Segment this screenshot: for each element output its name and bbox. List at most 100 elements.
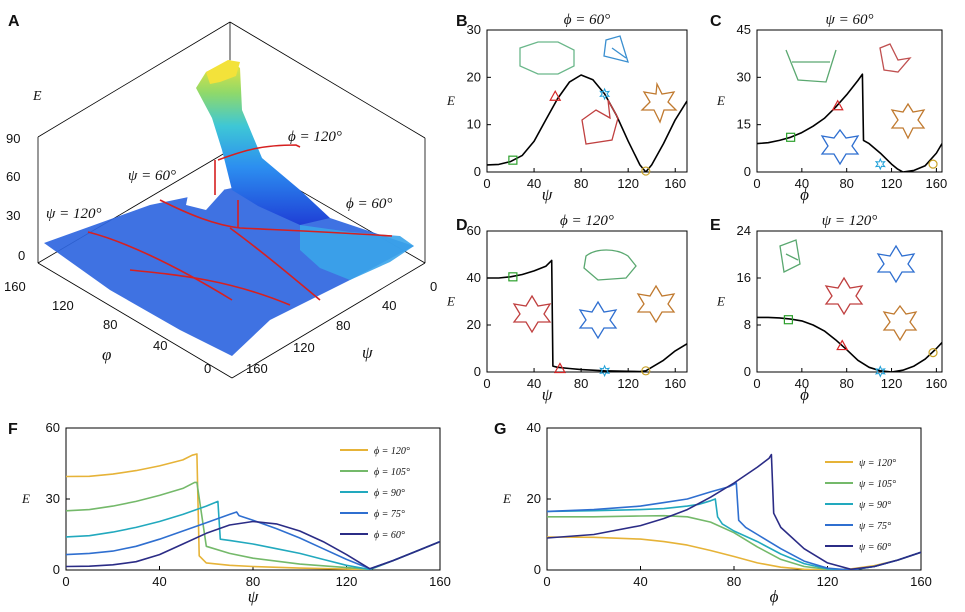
panel-e-marker-triangle	[836, 339, 849, 351]
panel-b-title: ϕ = 60°	[564, 12, 610, 28]
panel-b: 0 40 80 120 160 0 10 20 30 ψ Eϕ = 60° B	[446, 12, 688, 204]
panel-c-ytick-label: 0	[744, 164, 751, 179]
panel-b-ytick-label: 0	[474, 164, 481, 179]
panel-f-xtick-label: 120	[336, 574, 358, 589]
panel-d-ylabel: E	[446, 294, 455, 309]
panel-c-marker-triangle	[831, 99, 844, 111]
panel-f-label: F	[8, 421, 18, 438]
panel-c-xtick-label: 160	[926, 176, 948, 191]
axis-phi-a: 160 120 80 40 0 φ	[4, 279, 211, 376]
panel-e-ytick-label: 24	[737, 223, 751, 238]
panel-b-marker-star	[599, 87, 611, 101]
panel-e-ytick-label: 16	[737, 270, 751, 285]
surface-annotations: ψ = 120° ψ = 60° ϕ = 120° ϕ = 60°	[46, 129, 392, 222]
panel-e-title: ψ = 120°	[822, 213, 877, 229]
panel-f-legend-label-0: ϕ = 120°	[374, 446, 410, 457]
panel-d-marker-square	[508, 272, 518, 282]
panel-f-ylabel: E	[21, 491, 30, 506]
cup-structure-c	[785, 49, 837, 83]
panel-g-legend-label-0: ψ = 120°	[859, 458, 896, 469]
panel-e-label: E	[710, 217, 721, 234]
red-star-structure-e	[824, 276, 864, 316]
blue-star-structure-c	[820, 128, 860, 166]
panel-g-xtick-label: 0	[543, 574, 550, 589]
panel-f-xtick-label: 80	[246, 574, 260, 589]
panel-d-ytick-label: 40	[467, 270, 481, 285]
psi-tick-label-0: 0	[430, 279, 437, 294]
phi-tick-label-0: 0	[204, 361, 211, 376]
panel-b-marker-circle	[641, 166, 651, 176]
axis-z-a: 90 60 30 0 E	[6, 89, 42, 263]
psi-tick-label-80: 80	[336, 318, 350, 333]
panel-c-plot-area	[757, 73, 942, 172]
annotation-psi-60: ψ = 60°	[128, 168, 176, 184]
panel-g-xtick-label: 80	[727, 574, 741, 589]
panel-c-ytick-label: 45	[737, 22, 751, 37]
panel-d-xtick-label: 160	[664, 376, 686, 391]
panel-d-marker-circle	[641, 366, 651, 376]
panel-c-series-line	[757, 73, 942, 172]
panel-b-axes-box	[486, 29, 688, 173]
panel-f-xtick-label: 0	[62, 574, 69, 589]
panel-b-xtick-label: 120	[617, 176, 639, 191]
panel-g-legend-label-1: ψ = 105°	[859, 479, 896, 490]
panel-d-label: D	[456, 217, 468, 234]
panel-c-ylabel: E	[716, 93, 725, 108]
panel-g-label: G	[494, 421, 506, 438]
panel-b-ytick-label: 20	[467, 69, 481, 84]
panel-e-xtick-label: 40	[795, 376, 809, 391]
psi-axis-label-a: ψ	[362, 343, 373, 362]
annotation-phi-60: ϕ = 60°	[346, 196, 392, 212]
panel-c-label: C	[710, 13, 722, 30]
panel-b-xlabel: ψ	[542, 185, 553, 204]
annotation-psi-120: ψ = 120°	[46, 206, 101, 222]
panel-b-xtick-label: 160	[664, 176, 686, 191]
panel-c-xtick-label: 120	[881, 176, 903, 191]
panel-b-ylabel: E	[446, 93, 455, 108]
surface-ridge	[196, 60, 330, 225]
panel-g-series-line-4	[547, 453, 921, 570]
panel-e-plot-area	[757, 316, 942, 372]
panel-g-xtick-label: 120	[817, 574, 839, 589]
panel-g-ytick-label: 20	[527, 491, 541, 506]
panel-f-legend-label-3: ϕ = 75°	[374, 509, 405, 520]
panel-d-title: ϕ = 120°	[560, 213, 614, 229]
panel-c-xtick-label: 80	[839, 176, 853, 191]
panel-g-legend-label-3: ψ = 75°	[859, 521, 891, 532]
panel-e-series-line	[757, 316, 942, 372]
panel-b-plot-area	[487, 74, 687, 172]
panel-e-ytick-label: 8	[744, 317, 751, 332]
panel-b-ytick-label: 10	[467, 117, 481, 132]
panel-e-ylabel: E	[716, 294, 725, 309]
panel-b-marker-triangle	[549, 90, 562, 101]
panel-d-ytick-label: 0	[474, 364, 481, 379]
panel-d-plot-area	[487, 259, 687, 372]
panel-f-ytick-label: 30	[46, 491, 60, 506]
panel-d: 0 40 80 120 160 0 20 40 60 ψ Eϕ = 120° D	[446, 213, 688, 404]
panel-e-marker-star	[874, 365, 886, 378]
panel-d-ytick-label: 60	[467, 223, 481, 238]
panel-b-xtick-label: 80	[574, 176, 588, 191]
annotation-phi-120: ϕ = 120°	[288, 129, 342, 145]
panel-c-xtick-label: 40	[795, 176, 809, 191]
blue-star-structure-e	[876, 244, 916, 284]
z-tick-label-60: 60	[6, 169, 20, 184]
panel-b-ytick-label: 30	[467, 22, 481, 37]
panel-d-marker-star	[599, 364, 611, 378]
phi-tick-label-160: 160	[4, 279, 26, 294]
panel-d-xlabel: ψ	[542, 385, 553, 404]
panel-d-series-line	[487, 259, 687, 372]
tri-structure-b	[603, 35, 629, 63]
panel-g-ylabel: E	[502, 491, 511, 506]
panel-g-legend-label-4: ψ = 60°	[859, 542, 891, 553]
panel-f-ytick-label: 60	[46, 420, 60, 435]
panel-b-label: B	[456, 13, 468, 30]
panel-g-ytick-label: 0	[534, 562, 541, 577]
panel-g-ytick-label: 40	[527, 420, 541, 435]
z-tick-label-0: 0	[18, 248, 25, 263]
panel-c-axes-box	[756, 29, 943, 173]
panel-c-marker-star	[874, 157, 886, 171]
red-structure-b	[581, 99, 619, 145]
panel-b-xtick-label: 40	[527, 176, 541, 191]
